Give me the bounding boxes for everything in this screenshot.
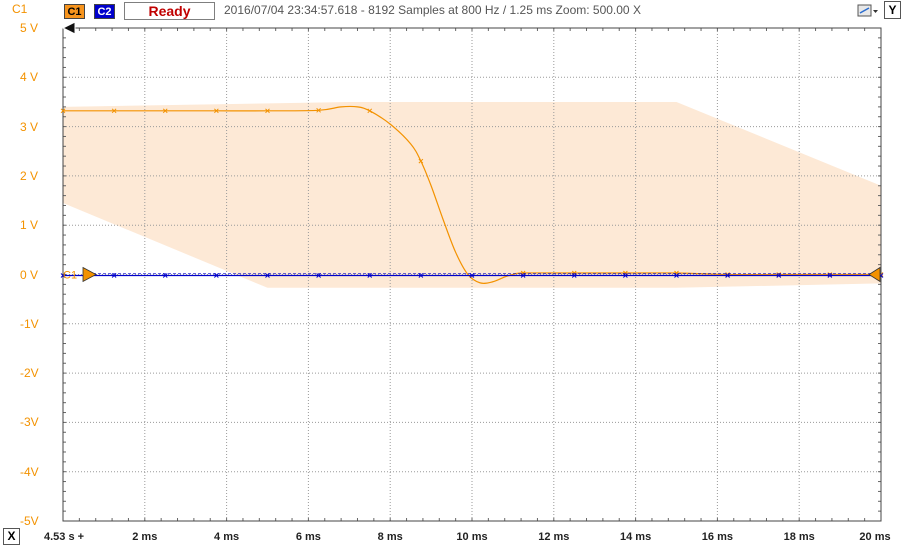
trigger-time-marker <box>61 21 76 35</box>
series-c2-point <box>571 273 577 278</box>
series-c1-point <box>418 158 424 164</box>
y-tick-label: -4V <box>20 464 39 479</box>
series-c2-point <box>520 273 526 278</box>
y-tick-label: 5 V <box>20 21 39 35</box>
y-tick-label: -3V <box>20 415 39 430</box>
x-tick-label: 2 ms <box>132 531 158 543</box>
y-tick-label: -2V <box>20 366 39 381</box>
x-tick-label: 4 ms <box>214 531 240 543</box>
capture-info: 2016/07/04 23:34:57.618 - 8192 Samples a… <box>224 3 641 17</box>
c1-offset-marker <box>82 266 97 283</box>
series-c2-point <box>674 273 679 278</box>
series-c1-point <box>265 108 270 114</box>
trigger-level-marker <box>868 266 881 283</box>
y-tick-label: 2 V <box>20 168 39 183</box>
series-c2-point <box>265 273 270 278</box>
series-c1-point <box>316 107 321 113</box>
series-c1-point <box>60 108 66 114</box>
y-tick-label: 4 V <box>20 70 39 85</box>
series-c2-point <box>776 273 782 278</box>
x-tick-label: 8 ms <box>377 531 403 543</box>
series-c1-point <box>162 108 168 114</box>
y-tick-label: -5V <box>20 514 39 528</box>
series-c2-point <box>214 273 219 278</box>
series-c2-point <box>111 273 117 278</box>
series-c2-point <box>725 273 730 278</box>
channel1-button[interactable]: C1 <box>64 4 85 19</box>
channel-indicator: C1 <box>12 2 28 16</box>
series-c2-point <box>60 273 66 278</box>
x-tick-label: 10 ms <box>456 531 488 543</box>
c1-marker-label: C1 <box>63 270 77 282</box>
x-tick-label: 6 ms <box>295 531 321 543</box>
x-tick-label: 16 ms <box>701 531 733 543</box>
y-tick-label: 0 V <box>20 267 39 282</box>
series-c2-point <box>316 273 321 278</box>
x-tick-label: 18 ms <box>783 531 815 543</box>
series-c2-point <box>469 273 475 278</box>
x-tick-label: 20 ms <box>859 531 891 543</box>
series-c2-point <box>162 273 168 278</box>
series-c1-line <box>63 105 881 284</box>
y-tick-label: -1V <box>20 316 39 331</box>
series-c2-point <box>827 273 833 278</box>
x-tick-label: 14 ms <box>619 531 652 543</box>
series-c2-point <box>623 273 628 278</box>
c1-range-envelope <box>63 101 881 288</box>
series-c2-point <box>367 273 373 278</box>
series-c1-point <box>367 108 373 114</box>
series-c2-point <box>418 273 424 278</box>
x-tick-label: 12 ms <box>538 531 570 543</box>
channel2-button[interactable]: C2 <box>94 4 115 19</box>
y-tick-label: 1 V <box>20 218 39 233</box>
y-axis-button[interactable]: Y <box>884 1 901 19</box>
toolbar: C1 C1 C2 Ready 2016/07/04 23:34:57.618 -… <box>0 0 912 22</box>
x-axis-button[interactable]: X <box>3 528 20 545</box>
series-c1-point <box>111 108 117 114</box>
status-indicator: Ready <box>124 2 215 20</box>
measure-tool-icon[interactable] <box>856 2 880 20</box>
x-start-time-label: 4.53 s + <box>44 531 85 543</box>
y-tick-label: 3 V <box>20 119 39 134</box>
series-c1-point <box>214 108 219 114</box>
